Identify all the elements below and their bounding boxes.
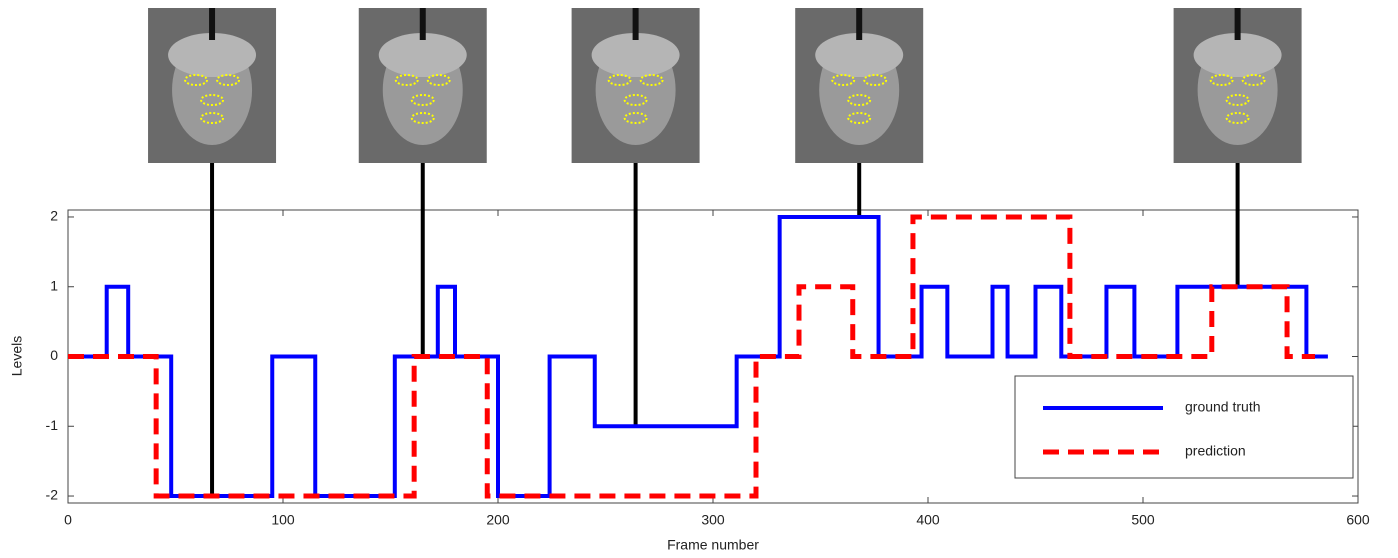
landmarks (863, 74, 888, 86)
landmarks (410, 94, 435, 106)
x-tick-label: 500 (1131, 512, 1155, 528)
face-image (1173, 8, 1302, 163)
y-tick-label: 1 (50, 277, 58, 293)
cap (168, 33, 257, 77)
landmarks (639, 74, 664, 86)
series-line (68, 214, 1315, 499)
landmarks (831, 74, 856, 86)
landmarks (1225, 112, 1250, 124)
face-image (358, 8, 487, 163)
landmarks (200, 94, 225, 106)
cap (1193, 33, 1282, 77)
x-tick-label: 400 (916, 512, 940, 528)
x-tick-label: 100 (271, 512, 295, 528)
landmarks (410, 112, 435, 124)
landmarks (1225, 94, 1250, 106)
y-tick-label: -1 (46, 417, 59, 433)
x-tick-label: 600 (1346, 512, 1370, 528)
y-tick-label: 0 (50, 347, 58, 363)
landmarks (607, 74, 632, 86)
y-tick-label: 2 (50, 208, 58, 224)
landmarks (623, 112, 648, 124)
landmarks (847, 94, 872, 106)
legend-box (1014, 375, 1354, 479)
landmarks (216, 74, 241, 86)
cap (815, 33, 904, 77)
y-axis-label: Levels (9, 336, 25, 376)
x-tick-label: 200 (486, 512, 510, 528)
face-image (571, 8, 700, 163)
face-image (148, 8, 277, 163)
y-tick-label: -2 (46, 487, 59, 503)
x-axis-label: Frame number (667, 537, 759, 553)
landmarks (426, 74, 451, 86)
legend-label: ground truth (1185, 399, 1261, 415)
landmarks (1209, 74, 1234, 86)
landmarks (1241, 74, 1266, 86)
landmarks (623, 94, 648, 106)
landmarks (847, 112, 872, 124)
cap (591, 33, 680, 77)
landmarks (394, 74, 419, 86)
legend-label: prediction (1185, 443, 1246, 459)
face-image (795, 8, 924, 163)
landmarks (184, 74, 209, 86)
x-tick-label: 0 (64, 512, 72, 528)
cap (378, 33, 467, 77)
x-tick-label: 300 (701, 512, 725, 528)
landmarks (200, 112, 225, 124)
